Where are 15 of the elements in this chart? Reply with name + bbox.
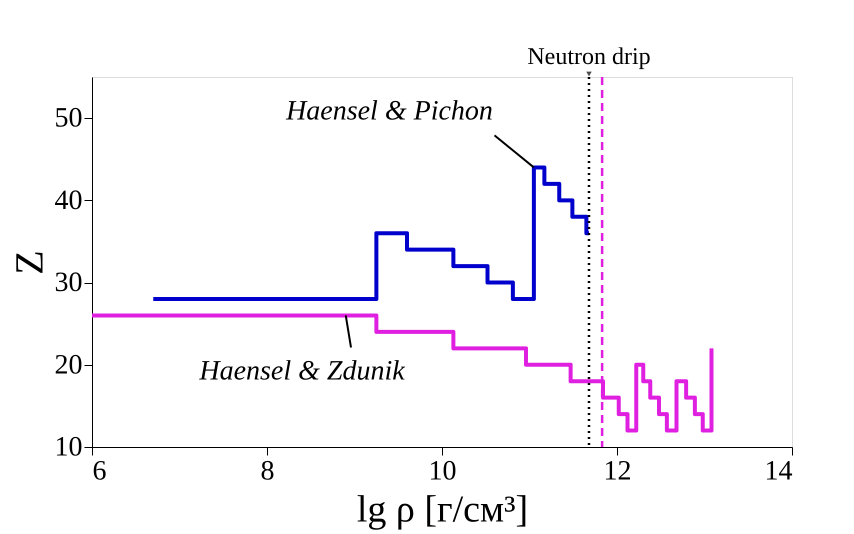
y-tick-label: 20 xyxy=(54,349,82,380)
y-tick-label: 30 xyxy=(54,267,82,298)
y-axis-title: Z xyxy=(6,250,52,275)
x-axis-title: lg ρ [г/см³] xyxy=(356,488,528,530)
y-tick-label: 50 xyxy=(54,102,82,134)
x-tick-label: 14 xyxy=(764,456,792,486)
annotation: Haensel & Zdunik xyxy=(198,355,406,386)
x-tick-label: 12 xyxy=(604,456,632,486)
x-tick-label: 10 xyxy=(428,456,456,486)
ref-line-label: Neutron drip xyxy=(527,44,651,70)
x-tick-label: 8 xyxy=(260,456,274,486)
y-tick-label: 10 xyxy=(54,432,82,462)
x-tick-label: 6 xyxy=(92,456,106,486)
y-tick-label: 40 xyxy=(54,184,82,216)
annotation: Haensel & Pichon xyxy=(285,96,493,127)
